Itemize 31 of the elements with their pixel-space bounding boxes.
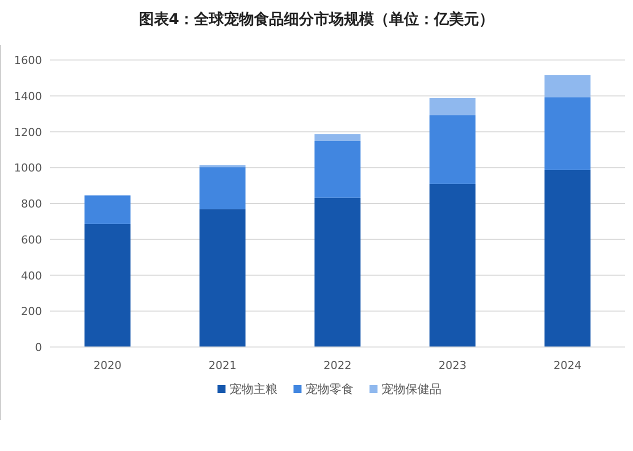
bar (200, 167, 246, 210)
bar (430, 115, 476, 184)
bar (544, 97, 590, 170)
y-tick-label: 1000 (14, 162, 42, 175)
y-tick-label: 1400 (14, 90, 42, 103)
legend-label: 宠物零食 (306, 382, 354, 396)
y-tick-label: 200 (21, 305, 42, 318)
legend-label: 宠物主粮 (230, 382, 278, 396)
y-tick-label: 1600 (14, 54, 42, 67)
chart-title: 图表4：全球宠物食品细分市场规模（单位：亿美元） (138, 10, 494, 28)
bar (544, 75, 590, 98)
bar (544, 170, 590, 347)
y-tick-label: 800 (21, 198, 42, 210)
y-tick-label: 600 (21, 233, 42, 246)
bar (430, 98, 476, 116)
x-tick-label: 2024 (554, 359, 582, 372)
x-tick-label: 2021 (208, 359, 236, 372)
bar (314, 134, 360, 141)
legend-label: 宠物保健品 (382, 382, 442, 396)
bar (314, 140, 360, 198)
bar (200, 209, 246, 347)
x-tick-label: 2020 (94, 359, 122, 372)
x-tick-label: 2022 (324, 359, 352, 372)
bar (314, 198, 360, 347)
bar (84, 196, 130, 224)
bar (430, 184, 476, 347)
bar (84, 224, 130, 347)
y-tick-label: 400 (21, 269, 42, 282)
y-tick-label: 0 (35, 341, 42, 354)
y-tick-label: 1200 (14, 126, 42, 139)
x-tick-label: 2023 (438, 359, 466, 372)
